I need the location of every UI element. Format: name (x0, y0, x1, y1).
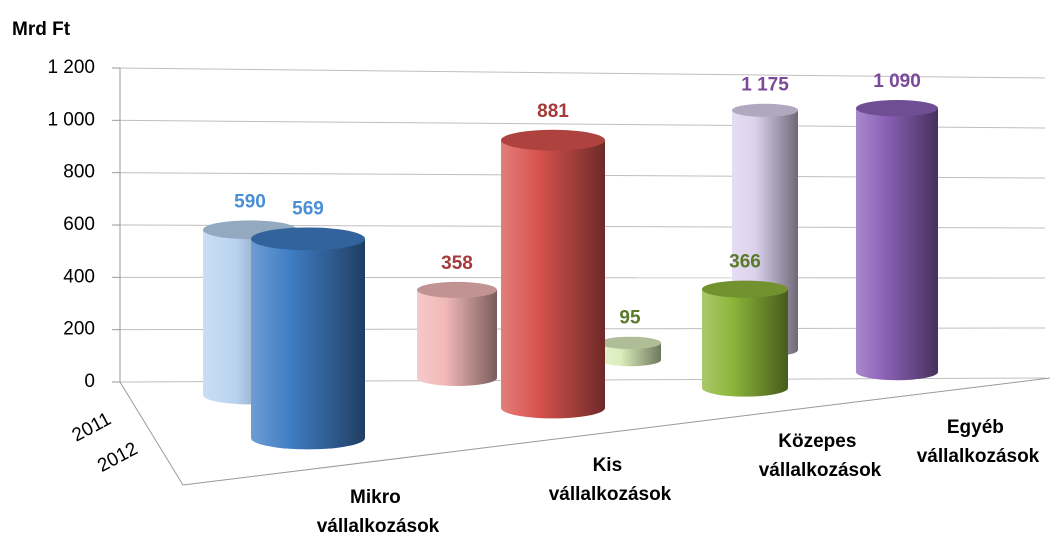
x-tick-label: Kis vállalkozások (549, 455, 672, 505)
bar-top (599, 336, 661, 350)
value-label: 569 (292, 198, 324, 219)
x-tick-label: Mikro vállalkozások (317, 487, 440, 537)
bar-top (251, 227, 365, 251)
bar (702, 289, 788, 397)
bar (599, 342, 661, 367)
y-tick-label: 0 (84, 371, 95, 392)
bar-top (702, 280, 788, 298)
bar (855, 108, 938, 381)
y-tick-label: 400 (63, 266, 95, 287)
x-tick-label: Közepes vállalkozások (759, 431, 882, 481)
value-label: 366 (729, 252, 761, 273)
value-label: 1 175 (741, 75, 789, 96)
value-label: 358 (441, 253, 473, 274)
bar (251, 238, 365, 450)
value-label: 881 (537, 101, 569, 122)
grid-line (119, 67, 1046, 79)
bar-top (501, 129, 605, 151)
depth-label: 2012 (94, 438, 141, 476)
value-label: 590 (234, 191, 266, 212)
bar (501, 140, 605, 419)
depth-label: 2011 (69, 409, 115, 447)
floor-edge (119, 381, 184, 486)
bar-top (732, 103, 798, 117)
value-label: 95 (619, 308, 641, 329)
bar-top (417, 281, 497, 298)
x-tick-label: Egyéb vállalkozások (917, 417, 1040, 467)
value-label: 1 090 (873, 71, 921, 92)
y-tick-label: 1 000 (47, 109, 95, 130)
floor-edge (182, 377, 1051, 486)
y-axis-label: Mrd Ft (12, 19, 71, 40)
bar (417, 289, 497, 386)
y-tick-label: 200 (63, 319, 95, 340)
y-tick-label: 600 (63, 214, 95, 235)
y-tick-label: 1 200 (47, 57, 95, 78)
y-tick-label: 800 (63, 162, 95, 183)
bar-top (856, 100, 938, 117)
